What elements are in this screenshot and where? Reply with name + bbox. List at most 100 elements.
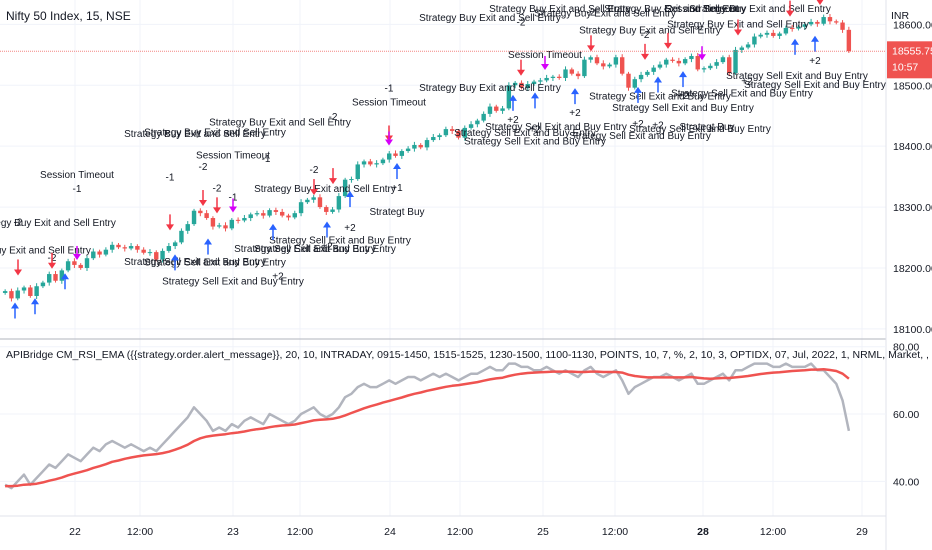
annotation-label: Strategy Buy Exit and Sell Entry <box>419 13 561 24</box>
annotation-label: Strategy Sell Exit and Buy Entry <box>254 244 396 255</box>
buy-arrow <box>654 76 662 93</box>
candle <box>399 149 405 159</box>
time-axis[interactable]: 22 12:00 23 12:00 24 12:00 25 12:00 28 12:00 29 <box>69 526 868 538</box>
candle <box>449 126 455 134</box>
sell-arrow <box>734 19 742 36</box>
sell-arrow <box>816 0 824 6</box>
sell-arrow <box>517 59 525 76</box>
annotation-label: -2 <box>587 7 596 18</box>
candle <box>456 129 461 140</box>
annotation-label: +2 <box>569 108 581 119</box>
candle <box>135 244 140 253</box>
candle <box>380 157 386 166</box>
price-candles <box>2 14 852 302</box>
candle <box>645 70 650 77</box>
annotation-label: Strategy Sell Exit and Buy Entry <box>162 276 304 287</box>
candle <box>481 111 486 123</box>
candle <box>210 216 216 230</box>
session-timeout-arrow <box>229 198 237 213</box>
candle <box>298 199 304 217</box>
grid <box>0 0 886 516</box>
candle <box>21 285 27 294</box>
candle <box>443 126 449 138</box>
annotation-label: +2 <box>632 119 644 130</box>
candle <box>342 177 348 198</box>
candle <box>53 271 58 283</box>
candle <box>91 248 96 261</box>
annotation-label: Strategy Buy Exit and Sell Entry <box>0 218 116 229</box>
candle <box>355 161 360 181</box>
last-price-value: 18555.75 <box>892 45 932 57</box>
candle <box>116 242 121 250</box>
annotation-label: Strategy Sell Exit and Buy Entry <box>726 71 868 82</box>
buy-arrow <box>346 191 354 208</box>
annotation-label: -1 <box>166 172 175 183</box>
ema-line <box>5 368 850 488</box>
candle <box>487 103 493 117</box>
candle <box>387 151 392 163</box>
annotation-label: Strategy Buy Exit and Sell Entry <box>604 4 746 15</box>
buy-arrow <box>531 92 539 109</box>
candle <box>664 57 669 68</box>
candle <box>393 150 398 158</box>
annotation-label: +1 <box>391 183 403 194</box>
annotation-label: Strategy Sell Exit and Buy Entry <box>612 103 754 114</box>
candle <box>544 74 549 83</box>
candle <box>317 194 323 209</box>
candle <box>519 80 524 90</box>
annotation-label: +2 <box>677 91 689 102</box>
candle <box>65 258 71 273</box>
price-axis[interactable]: 18600.00 18500.00 18400.00 18300.00 18200.00… <box>893 19 932 336</box>
candle <box>821 14 826 26</box>
annotation-label: -2 <box>517 18 526 29</box>
annotation-label: Strategy Buy Exit and Sell Entry <box>689 4 831 15</box>
candle <box>538 77 543 85</box>
candle <box>223 222 228 232</box>
sell-arrow <box>166 214 174 231</box>
annotation-label: -1 <box>385 83 394 94</box>
annotation-label: Strategy Buy Exit and Sell Entry <box>209 118 351 129</box>
candle <box>431 133 436 142</box>
candle <box>141 247 146 255</box>
candle <box>261 210 266 219</box>
session-timeout-arrow <box>698 46 706 61</box>
price-tick-label: 18500.00 <box>893 80 932 92</box>
candle <box>109 241 115 253</box>
candle <box>292 210 297 220</box>
annotation-label: Strategy Buy Exit and Sell Entry <box>534 9 676 20</box>
candle <box>708 63 713 71</box>
candle <box>475 118 480 128</box>
candle <box>254 210 260 217</box>
indicator-label: APIBridge CM_RSI_EMA ({{strategy.order.a… <box>6 349 932 361</box>
candle <box>808 18 814 27</box>
indicator-axis[interactable]: 80.00 60.00 40.00 <box>893 342 919 489</box>
annotation-label: Strategy Buy Exit and Sell Entry <box>0 245 91 256</box>
candle <box>582 56 587 78</box>
annotation-label: Strategy Sell Exit and Buy Entry <box>124 257 266 268</box>
annotation-label: -2 <box>641 30 650 41</box>
candle <box>764 30 770 38</box>
candle <box>525 80 530 91</box>
candle <box>147 249 153 256</box>
sell-arrow <box>213 197 221 214</box>
candle <box>235 217 241 224</box>
candle <box>361 159 367 168</box>
candle <box>204 210 209 220</box>
candle <box>695 52 700 72</box>
annotation-label: Strategy Sell Exit and Buy Entry <box>454 128 596 139</box>
annotation-label: Strategy Buy Exit and Sell Entry <box>124 129 266 140</box>
candle <box>179 228 184 245</box>
candle <box>714 59 719 69</box>
candle <box>28 285 33 298</box>
candle <box>827 14 833 25</box>
annotation-label: +2 <box>809 56 821 67</box>
candle <box>550 74 556 81</box>
candle <box>418 143 423 150</box>
candle <box>745 42 751 50</box>
annotation-label: -2 <box>213 183 222 194</box>
sell-arrow <box>664 32 672 49</box>
candle <box>632 76 637 90</box>
candle <box>569 67 575 76</box>
